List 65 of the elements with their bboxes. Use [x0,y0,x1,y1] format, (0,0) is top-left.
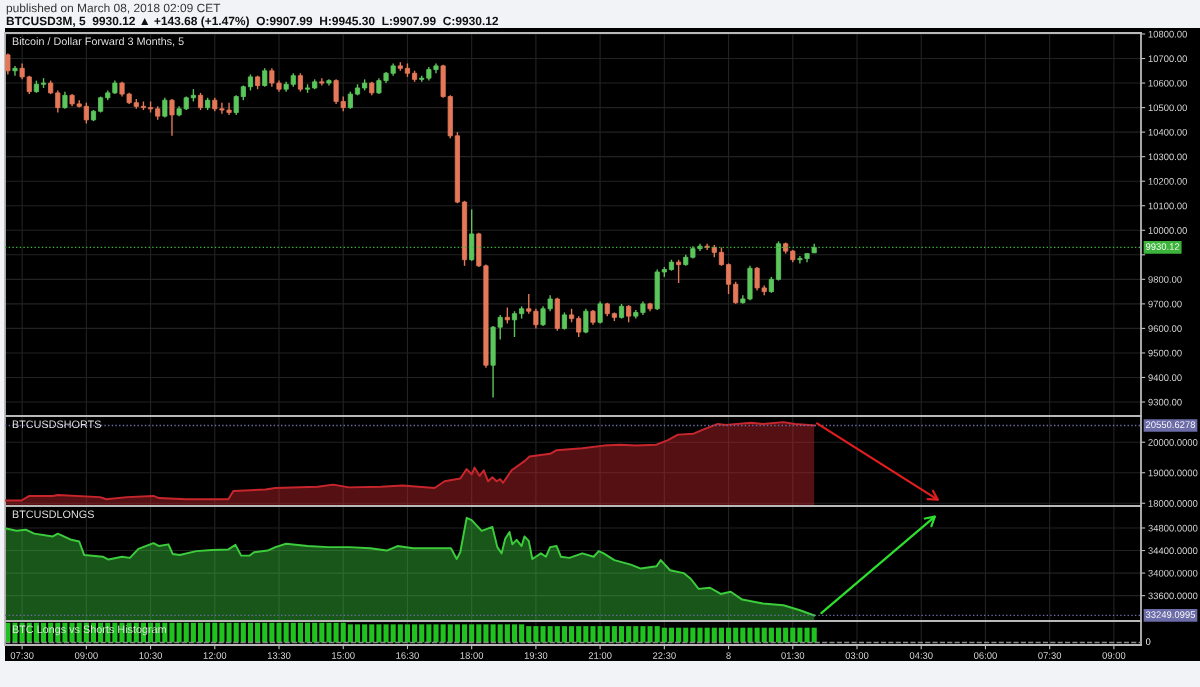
candlestick [583,308,589,335]
candlestick [718,246,724,267]
ref-line-label: 33249.0995 [1145,611,1196,618]
candlestick [733,281,739,305]
x-tick-label: 21:00 [588,652,612,659]
x-tick-label: 19:30 [524,652,548,659]
candlestick [12,65,18,77]
y-tick-label: 9500.00 [1148,349,1182,357]
y-tick-label: 9400.00 [1148,374,1182,381]
candlestick [511,310,518,338]
y-tick-label: 33600.0000 [1148,592,1198,600]
x-tick-label: 18:00 [460,652,484,659]
ref-line-label: 0 [1145,638,1151,645]
x-tick-label: 07:30 [10,652,34,659]
y-tick-label: 34800.0000 [1148,524,1198,532]
y-tick-label: 10200.00 [1148,178,1187,185]
candlestick [676,259,682,284]
x-tick-label: 04:30 [909,652,933,659]
y-tick-label: 9800.00 [1148,276,1182,283]
y-tick-label: 10000.00 [1148,227,1187,234]
y-tick-label: 18000.0000 [1148,500,1198,507]
y-tick-label: 9300.00 [1148,398,1182,406]
x-tick-label: 01:30 [781,652,805,659]
x-tick-label: 09:00 [1102,652,1126,659]
y-tick-label: 10100.00 [1148,202,1187,210]
y-tick-label: 9700.00 [1148,300,1182,308]
candlestick [83,101,89,125]
chart-title: Bitcoin / Dollar Forward 3 Months, 5 [12,37,184,47]
chart-subtitle: BTCUSD3M, 5 9930.12 ▲ +143.68 (+1.47%) O:9907.99 H:9945.30 L:9907.99 C:9930.12 [6,16,499,28]
y-tick-label: 10400.00 [1148,128,1187,136]
ref-line-label: 20550.6278 [1146,421,1196,428]
y-tick-label: 19000.0000 [1148,469,1198,477]
y-tick-label: 10500.00 [1148,104,1187,112]
y-tick-label: 10800.00 [1148,30,1187,38]
x-tick-label: 12:00 [203,652,227,659]
x-tick-label: 13:30 [267,652,291,659]
x-tick-label: 07:30 [1038,652,1062,659]
y-tick-label: 10600.00 [1148,79,1187,87]
ref-line-label: 9930.12 [1145,243,1180,250]
y-tick-label: 34000.0000 [1148,569,1198,577]
y-tick-label: 20000.0000 [1148,439,1198,446]
chart-title: BTCUSDLONGS [12,510,94,519]
x-tick-label: 8 [726,652,731,659]
x-tick-label: 10:30 [139,652,163,659]
y-tick-label: 10700.00 [1148,55,1187,63]
candlestick [576,315,582,338]
chart-title: BTCUSDSHORTS [12,420,101,429]
candlestick [597,300,603,325]
candlestick [55,89,61,114]
candlestick [169,98,175,137]
x-tick-label: 22:30 [653,652,676,659]
y-tick-label: 34400.0000 [1148,547,1198,555]
x-tick-label: 09:00 [74,652,98,659]
x-tick-label: 16:30 [396,652,419,659]
x-tick-label: 15:00 [332,652,355,659]
candlestick [297,72,303,93]
y-tick-label: 10300.00 [1148,153,1187,161]
y-tick-label: 9600.00 [1148,325,1182,332]
candlestick [726,262,732,295]
candlestick [233,94,239,116]
candlestick [319,77,325,87]
x-tick-label: 03:00 [845,652,869,659]
text: published on March 08, 2018 02:09 CET [6,3,221,15]
x-tick-label: 06:00 [974,652,997,659]
candlestick [262,67,268,88]
